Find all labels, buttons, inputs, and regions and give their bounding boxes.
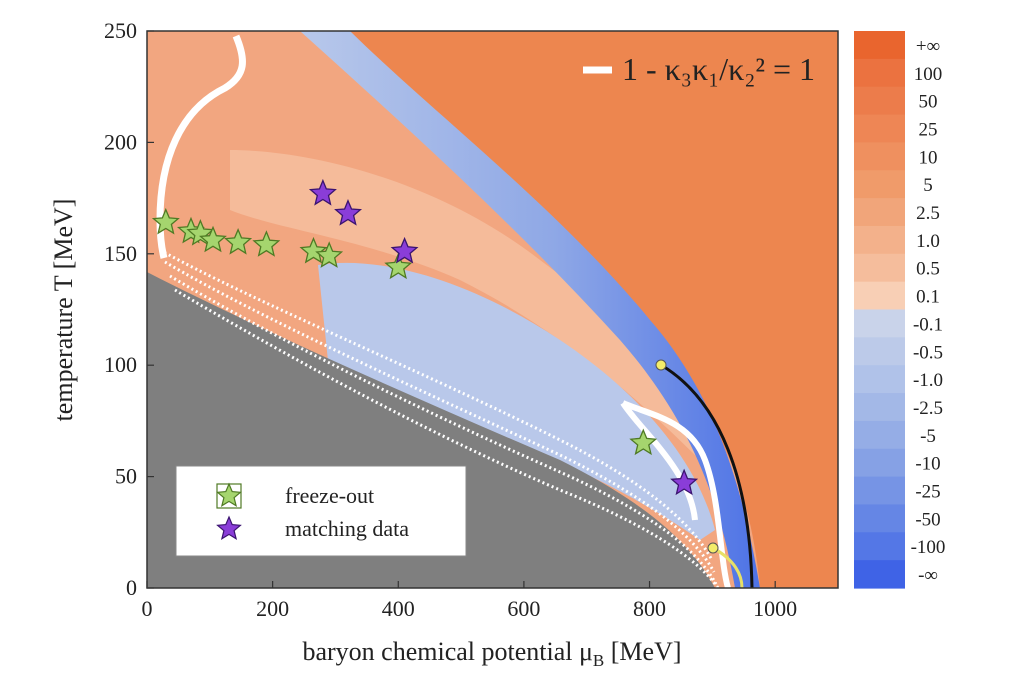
x-tick-label: 200 [256, 596, 289, 621]
plot-frame [146, 30, 839, 589]
colorbar-label: -25 [915, 482, 940, 503]
contour-line [174, 288, 720, 588]
x-tick-label: 400 [382, 596, 415, 621]
colorbar-label: +∞ [916, 36, 940, 57]
annotation-text: 1 - κ₃κ₁/κ₂² = 1 [622, 51, 815, 87]
contour-line [159, 248, 714, 561]
colorbar-label: 100 [914, 64, 943, 85]
colorbar-label: 25 [919, 120, 938, 141]
colorbar-segment [854, 58, 905, 88]
colorbar-label: -2.5 [913, 398, 943, 419]
colorbar-segment [854, 420, 905, 450]
x-tick-label: 600 [507, 596, 540, 621]
colorbar-label: 10 [919, 147, 938, 168]
y-tick-label: 250 [104, 18, 137, 43]
colorbar-segment [854, 31, 905, 60]
legend-box [175, 465, 467, 557]
y-tick-label: 100 [104, 352, 137, 377]
colorbar-segment [854, 86, 905, 116]
colorbar-segment [854, 393, 905, 422]
y-tick-label: 50 [115, 464, 137, 489]
legend-marker-matching-data [216, 515, 242, 540]
colorbar-segment [854, 365, 905, 394]
freeze-out-point [299, 236, 328, 264]
legend-label: freeze-out [285, 483, 374, 508]
matching-data-point [670, 468, 699, 496]
phase-boundary-black [660, 363, 754, 588]
x-axis-label-main: baryon chemical potential μ [302, 637, 592, 666]
x-tick-label: 0 [142, 596, 153, 621]
white-contour-left [156, 34, 246, 259]
colorbar-segment [854, 142, 905, 171]
x-axis-label-unit: [MeV] [604, 637, 681, 666]
y-axis-label: temperature T [MeV] [49, 199, 78, 422]
critical-point-marker [707, 542, 719, 554]
colorbar-label: -0.5 [913, 342, 943, 363]
y-tick-label: 0 [126, 575, 137, 600]
matching-data-point [334, 199, 363, 226]
colorbar-segment [854, 309, 905, 338]
colorbar-segment [854, 225, 905, 255]
contour-line [164, 260, 716, 573]
freeze-out-point [224, 228, 253, 255]
x-axis-label: baryon chemical potential μB [MeV] [302, 637, 681, 670]
y-tick-label: 200 [104, 129, 137, 154]
colorbar-label: 50 [919, 92, 938, 113]
matching-data-point [390, 236, 419, 264]
colorbar-label: -1.0 [913, 370, 943, 391]
colorbar-label: 0.5 [916, 259, 940, 280]
colorbar: +∞ 100 50 25 10 5 2.5 1.0 0.5 0.1 -0.1 -0.5 -1.0 -2.5… [854, 31, 945, 589]
freeze-out-point [151, 207, 180, 235]
colorbar-segment [854, 504, 905, 533]
colorbar-label: -100 [911, 537, 946, 558]
y-axis: 0 50 100 150 200 250 [104, 18, 154, 600]
critical-point-marker [655, 359, 667, 371]
colorbar-segment [854, 198, 905, 227]
colorbar-label: 0.1 [916, 287, 940, 308]
colorbar-label: -0.1 [913, 314, 943, 335]
region-light-positive [230, 150, 710, 460]
region-high-positive [330, 31, 838, 588]
y-tick-label: 150 [104, 241, 137, 266]
colorbar-segment [854, 337, 905, 366]
legend-marker-freeze-out [216, 482, 242, 507]
contour-annotation: 1 - κ₃κ₁/κ₂² = 1 [583, 51, 815, 87]
colorbar-segment [854, 114, 905, 143]
colorbar-segment [854, 170, 905, 199]
data-markers [151, 178, 699, 496]
x-axis-label-subscript: B [593, 651, 604, 670]
contour-lines-lower [159, 248, 720, 588]
colorbar-segment [854, 532, 905, 561]
colorbar-segment [854, 281, 905, 311]
legend-label: matching data [285, 516, 409, 541]
colorbar-label: -5 [920, 426, 936, 447]
freeze-out-point [629, 428, 658, 456]
colorbar-segment [854, 448, 905, 478]
white-contour-right-loop [620, 400, 731, 588]
x-axis: 0 200 400 600 800 1000 [142, 581, 797, 621]
colorbar-segment [854, 560, 905, 589]
colorbar-label: -10 [915, 454, 940, 475]
freeze-out-point [315, 241, 344, 268]
freeze-out-point [384, 252, 413, 280]
freeze-out-point [252, 230, 281, 257]
legend: freeze-out matching data [175, 465, 467, 557]
colorbar-label: -∞ [918, 565, 938, 586]
x-tick-label: 1000 [753, 596, 797, 621]
colorbar-label: 1.0 [916, 231, 940, 252]
colorbar-label: 5 [923, 175, 933, 196]
colorbar-segment [854, 253, 905, 283]
colorbar-label: 2.5 [916, 203, 940, 224]
legend-items: freeze-out matching data [216, 482, 409, 541]
x-tick-label: 800 [633, 596, 666, 621]
colorbar-segment [854, 476, 905, 506]
freeze-out-point [198, 225, 227, 253]
colorbar-label: -50 [915, 509, 940, 530]
phase-boundary-yellow [712, 546, 744, 588]
matching-data-point [308, 178, 337, 206]
